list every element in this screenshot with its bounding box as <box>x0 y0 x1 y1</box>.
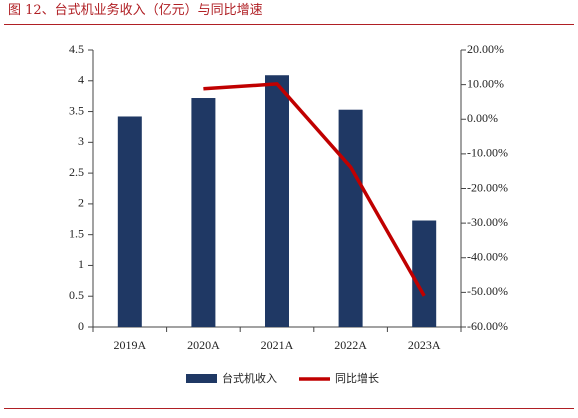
growth-line <box>203 82 426 297</box>
figure-title: 图 12、台式机业务收入（亿元）与同比增速 <box>8 3 263 18</box>
y-right-tick-label: -50.00% <box>467 284 508 298</box>
legend-swatch-bar <box>186 374 217 383</box>
y-right-tick-label: -20.00% <box>467 180 508 194</box>
y-left-tick-label: 1 <box>78 257 84 271</box>
y-left-tick-label: 0.5 <box>69 288 84 302</box>
bar-2021A <box>265 75 289 327</box>
y-left-tick-label: 2 <box>78 196 84 210</box>
legend-label-bar: 台式机收入 <box>222 371 277 385</box>
bar-2020A <box>191 98 216 327</box>
y-left-tick-label: 4 <box>78 73 84 87</box>
x-tick-label: 2021A <box>261 338 294 352</box>
y-left-tick-label: 1.5 <box>69 226 84 240</box>
x-tick-label: 2019A <box>113 338 146 352</box>
y-right-tick-label: 20.00% <box>467 42 504 56</box>
bar-2022A <box>338 109 363 327</box>
y-right-tick-label: -10.00% <box>467 146 508 160</box>
bar-2019A <box>117 116 142 327</box>
y-right-tick-label: -60.00% <box>467 319 508 333</box>
y-left-tick-label: 0 <box>78 319 84 333</box>
y-left-tick-label: 3.5 <box>69 103 84 117</box>
y-left-tick-label: 2.5 <box>69 165 84 179</box>
bar-2023A <box>412 220 437 327</box>
y-right-tick-label: 0.00% <box>467 111 498 125</box>
bottom-rule <box>4 408 574 409</box>
x-tick-label: 2020A <box>187 338 220 352</box>
y-left-tick-label: 3 <box>78 134 84 148</box>
y-right-tick-label: -40.00% <box>467 250 508 264</box>
legend-label-line: 同比增长 <box>335 371 379 385</box>
x-tick-label: 2023A <box>408 338 441 352</box>
top-rule <box>4 24 574 25</box>
y-right-tick-label: -30.00% <box>467 215 508 229</box>
y-left-tick-label: 4.5 <box>69 42 84 56</box>
y-right-tick-label: 10.00% <box>467 76 504 90</box>
x-tick-label: 2022A <box>334 338 367 352</box>
